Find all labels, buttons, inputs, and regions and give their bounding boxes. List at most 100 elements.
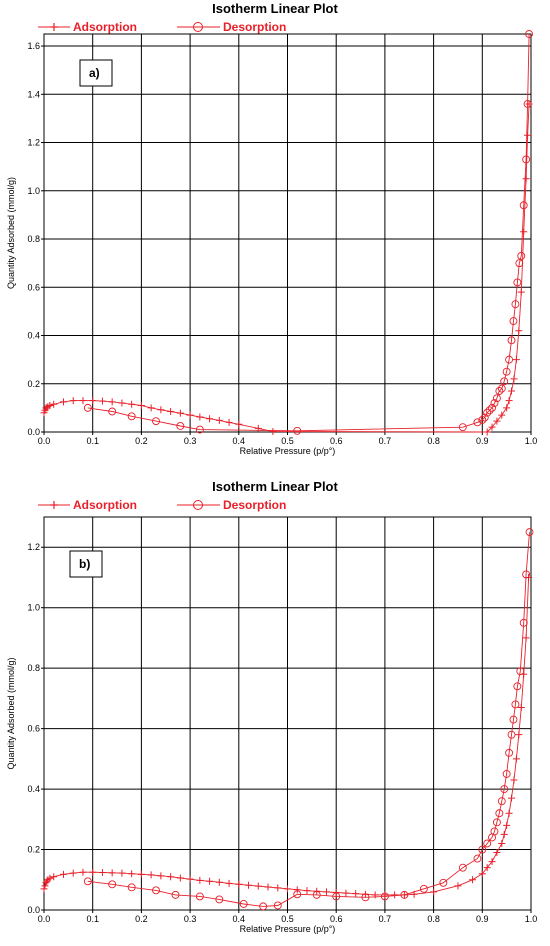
data-point	[523, 100, 532, 108]
data-point	[488, 858, 496, 866]
data-point	[483, 428, 491, 436]
data-point	[225, 418, 233, 426]
data-point	[352, 890, 360, 898]
y-tick-label: 0.0	[27, 427, 40, 437]
data-point	[118, 399, 126, 407]
x-tick-label: 0.5	[281, 436, 294, 446]
data-point	[215, 878, 223, 886]
y-tick-label: 0.8	[27, 234, 40, 244]
data-point	[89, 397, 97, 405]
data-point	[483, 408, 492, 417]
data-point	[498, 839, 506, 847]
data-point	[312, 890, 321, 899]
series-desorption	[83, 528, 534, 911]
data-point	[509, 317, 518, 325]
data-point	[458, 863, 467, 872]
legend-plus-marker	[50, 23, 58, 31]
data-point	[293, 890, 302, 899]
legend-desorption-label: Desorption	[223, 20, 286, 34]
data-point	[83, 877, 92, 886]
data-point	[127, 412, 136, 421]
data-point	[69, 397, 77, 405]
data-point	[98, 869, 106, 877]
data-point	[225, 879, 233, 887]
y-tick-label: 0.0	[27, 905, 40, 915]
data-point	[508, 794, 516, 802]
isotherm-chart-a: Isotherm Linear Plot Adsorption Desorption…	[6, 1, 538, 456]
data-point	[186, 875, 194, 883]
x-tick-label: 0.0	[38, 436, 51, 446]
y-tick-label: 0.6	[27, 724, 40, 734]
panel-label-box: a)	[79, 59, 113, 87]
x-axis-label: Relative Pressure (p/p°)	[240, 446, 336, 456]
x-tick-label: 0.1	[86, 436, 99, 446]
data-point	[519, 201, 528, 210]
data-point	[254, 882, 262, 890]
data-point	[108, 880, 117, 889]
data-point	[515, 731, 523, 739]
x-tick-label: 0.1	[86, 914, 99, 924]
legend-adsorption-label: Adsorption	[73, 498, 137, 512]
legend-adsorption-label: Adsorption	[73, 20, 137, 34]
data-point	[89, 868, 97, 876]
data-point	[488, 833, 496, 842]
data-point	[524, 131, 532, 139]
data-point	[495, 387, 504, 395]
y-tick-label: 1.6	[27, 41, 40, 51]
data-point	[303, 887, 311, 895]
data-point	[478, 415, 487, 424]
data-point	[152, 417, 160, 426]
data-point	[235, 880, 243, 888]
data-point	[361, 893, 370, 902]
data-point	[43, 877, 51, 885]
legend-circle-marker	[193, 500, 203, 510]
data-point	[59, 870, 67, 878]
data-point	[525, 30, 534, 38]
data-point	[502, 367, 511, 376]
y-tick-label: 1.4	[27, 89, 40, 99]
data-point	[458, 423, 467, 432]
data-point	[40, 885, 48, 893]
y-tick-label: 1.0	[27, 603, 40, 613]
series-adsorption	[40, 100, 533, 436]
data-point	[79, 397, 87, 405]
data-point	[512, 755, 520, 763]
data-point	[430, 888, 438, 896]
data-point	[511, 300, 520, 309]
data-point	[488, 403, 496, 412]
data-point	[522, 570, 531, 579]
data-point	[293, 426, 302, 435]
legend: Adsorption Desorption	[38, 498, 286, 512]
legend-desorption-label: Desorption	[223, 498, 286, 512]
data-point	[492, 394, 501, 403]
data-point	[108, 407, 117, 416]
data-point	[269, 428, 277, 436]
data-point	[495, 809, 504, 818]
data-point	[493, 849, 501, 857]
x-tick-label: 0.9	[476, 914, 489, 924]
data-point	[128, 400, 136, 408]
data-point	[391, 891, 399, 899]
data-point	[79, 868, 87, 876]
data-point	[493, 417, 501, 425]
data-point	[511, 700, 520, 709]
x-tick-label: 0.2	[135, 914, 148, 924]
x-tick-label: 1.0	[525, 436, 538, 446]
chart-title: Isotherm Linear Plot	[212, 1, 338, 16]
data-point	[239, 900, 248, 908]
data-point	[176, 874, 184, 882]
legend-circle-marker	[193, 22, 203, 32]
data-point	[50, 400, 58, 408]
data-point	[137, 401, 145, 409]
gridlines	[41, 34, 532, 435]
data-point	[454, 882, 462, 890]
data-point	[507, 730, 516, 739]
x-tick-label: 0.8	[427, 436, 440, 446]
panel-label: b)	[79, 557, 90, 571]
y-axis-label: Quantity Adsorbed (mmol/g)	[6, 177, 16, 289]
data-point	[485, 406, 494, 415]
series-line-desorption	[87, 33, 530, 432]
data-point	[284, 885, 291, 893]
y-tick-label: 0.8	[27, 663, 40, 673]
data-point	[83, 403, 92, 412]
